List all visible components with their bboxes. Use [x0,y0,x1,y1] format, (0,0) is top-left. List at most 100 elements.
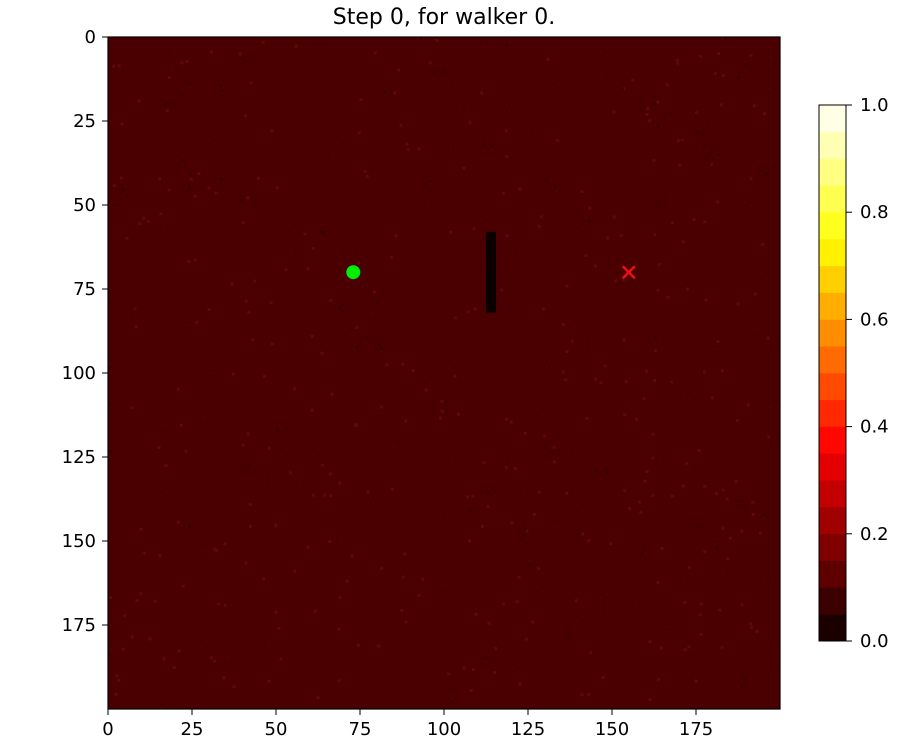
noise-cell [288,471,292,475]
noise-cell [532,513,536,516]
noise-cell [139,527,143,531]
noise-cell [648,698,652,702]
noise-cell [637,500,641,504]
noise-cell [380,405,384,409]
noise-cell [774,399,778,403]
noise-cell [180,61,184,65]
noise-cell [399,123,403,127]
noise-cell [581,504,585,507]
noise-cell [329,494,333,498]
colorbar-tick-label: 0.8 [860,202,889,223]
noise-cell [131,317,135,321]
noise-cell [441,68,445,72]
colorbar-level [819,372,846,401]
noise-cell [438,274,442,278]
noise-cell [186,456,190,460]
noise-cell [137,99,141,103]
noise-cell [741,505,745,509]
noise-cell [458,382,462,386]
noise-cell [556,138,559,142]
noise-cell [210,656,213,660]
noise-cell [159,212,163,216]
noise-cell [241,443,245,447]
noise-cell [545,200,549,204]
noise-cell [687,565,691,569]
noise-cell [656,124,660,128]
noise-cell [320,231,324,234]
noise-cell [578,431,581,435]
noise-cell [435,39,439,42]
noise-cell [231,597,235,601]
colorbar-level [819,399,846,427]
noise-cell [411,369,415,372]
noise-cell [164,101,168,105]
noise-cell [407,248,411,252]
noise-cell [526,488,530,492]
noise-cell [204,419,208,423]
noise-cell [338,481,342,485]
noise-cell [725,497,729,501]
noise-cell [223,542,227,546]
colorbar-level [819,131,846,159]
noise-cell [578,553,582,557]
noise-cell [480,215,484,219]
noise-cell [703,254,707,258]
noise-cell [369,500,373,504]
noise-cell [594,264,597,268]
noise-cell [229,659,233,663]
noise-cell [692,125,696,129]
noise-cell [213,547,217,551]
noise-cell [240,198,244,202]
obstacle-bar [486,231,497,313]
noise-cell [728,536,732,540]
noise-cell [274,610,278,614]
noise-cell [289,228,292,232]
noise-cell [742,675,746,679]
noise-cell [345,267,348,271]
noise-cell [293,387,296,391]
noise-cell [576,226,580,230]
noise-cell [676,362,680,366]
noise-cell [735,419,739,422]
noise-cell [341,248,345,252]
noise-cell [188,185,191,189]
noise-cell [487,621,491,625]
noise-cell [583,487,587,491]
noise-cell [537,224,541,228]
noise-cell [398,447,402,451]
noise-cell [366,490,370,494]
noise-cell [574,599,578,603]
noise-cell [428,179,432,183]
noise-cell [482,461,486,465]
noise-cell [718,126,722,130]
noise-cell [648,119,652,123]
noise-cell [688,392,692,396]
noise-cell [222,676,226,680]
noise-cell [715,546,719,550]
noise-cell [120,122,124,126]
noise-cell [257,176,260,180]
noise-cell [184,449,188,453]
noise-cell [685,461,689,465]
noise-cell [293,569,297,573]
colorbar-level [819,265,846,293]
noise-cell [540,409,544,412]
noise-cell [512,669,516,673]
noise-cell [755,630,759,633]
noise-cell [763,112,766,116]
colorbar-level [819,185,846,213]
noise-cell [686,287,689,291]
x-tick-label: 75 [349,719,372,740]
noise-cell [598,305,601,309]
noise-cell [163,427,167,431]
noise-cell [137,222,141,226]
noise-cell [449,505,453,509]
noise-cell [390,487,394,491]
noise-cell [594,377,598,381]
noise-cell [246,463,249,467]
noise-cell [773,62,777,65]
noise-cell [713,540,717,544]
noise-cell [505,155,509,158]
noise-cell [529,416,533,420]
noise-cell [505,462,509,466]
